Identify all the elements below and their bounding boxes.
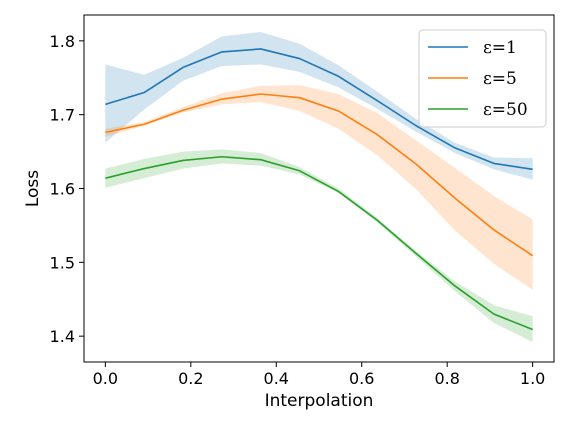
series-band-1 <box>105 85 533 290</box>
series-band-0 <box>105 31 533 180</box>
x-axis-label: Interpolation <box>265 391 374 411</box>
x-tick-label: 0.8 <box>434 369 459 388</box>
series-band-2 <box>105 149 533 343</box>
legend-box <box>418 29 547 128</box>
series-line-2 <box>105 155 533 331</box>
y-tick-label: 1.5 <box>50 253 75 272</box>
x-tick-label: 0.4 <box>264 369 289 388</box>
legend-label: ε=1 <box>483 38 517 58</box>
x-tick-label: 0.2 <box>178 369 203 388</box>
series-lines <box>105 48 534 331</box>
confidence-bands <box>105 31 533 343</box>
x-axis-ticks: 0.0 0.2 0.4 0.6 0.8 1.0 <box>93 362 545 388</box>
series-line-1 <box>105 93 534 257</box>
y-tick-label: 1.4 <box>50 327 75 346</box>
y-tick-label: 1.6 <box>50 180 75 199</box>
legend-label: ε=5 <box>483 69 517 89</box>
y-axis-label: Loss <box>23 170 43 207</box>
legend-label: ε=50 <box>483 100 528 120</box>
y-tick-label: 1.7 <box>50 106 75 125</box>
legend: ε=1 ε=5 ε=50 <box>418 29 547 128</box>
x-tick-label: 1.0 <box>520 369 545 388</box>
y-axis-ticks: 1.4 1.5 1.6 1.7 1.8 <box>50 32 84 346</box>
y-tick-label: 1.8 <box>50 32 75 51</box>
series-line-0 <box>105 48 533 171</box>
x-tick-label: 0.6 <box>349 369 374 388</box>
x-tick-label: 0.0 <box>93 369 118 388</box>
